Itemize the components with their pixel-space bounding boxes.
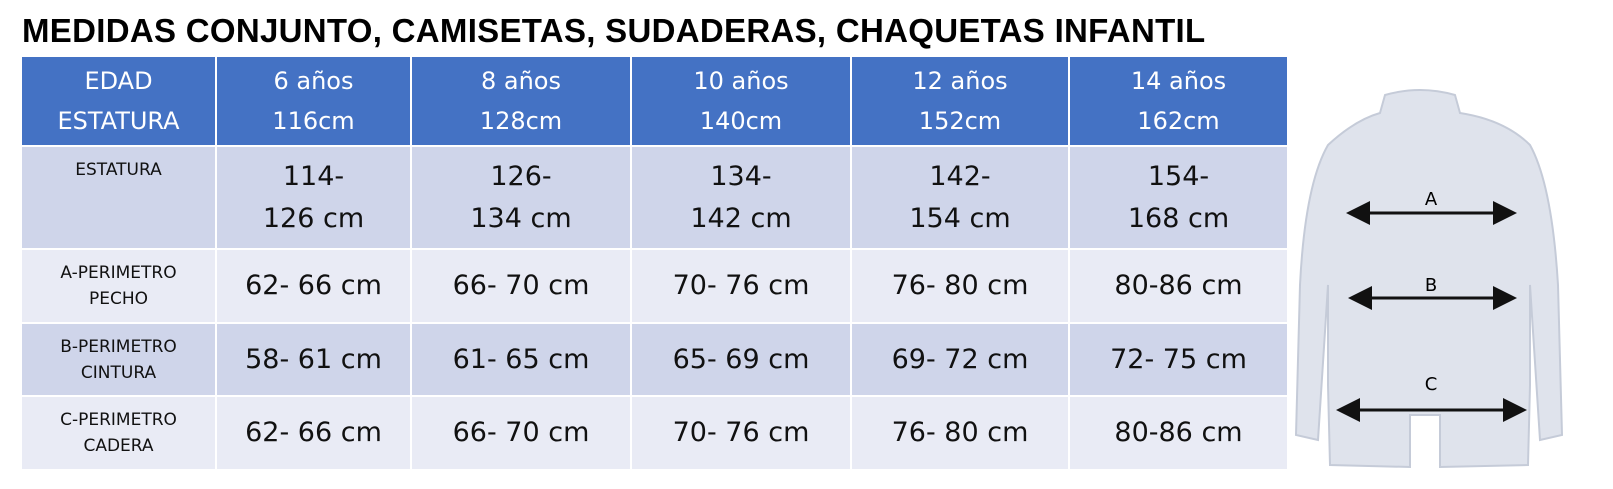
table-row: C-PERIMETRO CADERA 62- 66 cm 66- 70 cm 70- 7… — [20, 395, 1289, 471]
cell-text: 70- 76 cm — [672, 417, 810, 448]
cell-text: 66- 70 cm — [452, 417, 590, 448]
table-cell: 65- 69 cm — [630, 322, 852, 397]
cell-text: 128cm — [479, 107, 563, 135]
label-a: A — [1425, 189, 1438, 210]
cell-text: 8 años — [480, 67, 561, 95]
cell-text: 134- — [710, 160, 772, 192]
cell-text: 140cm — [699, 107, 783, 135]
table-cell: 62- 66 cm — [215, 395, 412, 471]
row-label: C-PERIMETRO CADERA — [20, 395, 217, 471]
header-cell: 12 años 152cm — [850, 55, 1070, 147]
cell-text: 134 cm — [470, 202, 572, 234]
cell-text: 14 años — [1130, 67, 1227, 95]
label-c: C — [1425, 374, 1438, 395]
shirt-diagram: A B C — [1294, 89, 1564, 469]
table-cell: 76- 80 cm — [850, 248, 1070, 324]
table-body: ESTATURA 114- 126 cm 126- 134 cm 134- 142 cm 14… — [20, 145, 1289, 471]
cell-text: 114- — [282, 160, 345, 192]
table-row: A-PERIMETRO PECHO 62- 66 cm 66- 70 cm 70- 76… — [20, 248, 1289, 324]
table-row: B-PERIMETRO CINTURA 58- 61 cm 61- 65 cm 65- … — [20, 322, 1289, 397]
cell-text: 12 años — [912, 67, 1008, 95]
cell-text: 62- 66 cm — [245, 270, 382, 301]
cell-text: 126 cm — [262, 202, 365, 234]
header-row: EDAD ESTATURA 6 años 116cm 8 años 128cm 10 año… — [20, 55, 1289, 147]
header-cell: 6 años 116cm — [215, 55, 412, 147]
table-cell: 66- 70 cm — [410, 248, 632, 324]
cell-text: 61- 65 cm — [452, 343, 590, 375]
table-cell: 142- 154 cm — [850, 145, 1070, 250]
cell-text: 162cm — [1137, 107, 1220, 135]
table-cell: 114- 126 cm — [215, 145, 412, 250]
header-cell: 10 años 140cm — [630, 55, 852, 147]
table-cell: 61- 65 cm — [410, 322, 632, 397]
table-cell: 126- 134 cm — [410, 145, 632, 250]
cell-text: 126- — [490, 160, 552, 192]
cell-text: 142 cm — [690, 202, 792, 234]
cell-text: 80-86 cm — [1114, 270, 1243, 301]
cell-text: 69- 72 cm — [891, 343, 1029, 375]
cell-text: B-PERIMETRO — [60, 336, 177, 357]
header-cell: EDAD ESTATURA — [20, 55, 217, 147]
cell-text: 10 años — [693, 67, 789, 95]
table-cell: 58- 61 cm — [215, 322, 412, 397]
cell-text: 66- 70 cm — [452, 270, 590, 301]
table-cell: 154- 168 cm — [1068, 145, 1289, 250]
cell-text: 65- 69 cm — [672, 343, 810, 375]
cell-text: 116cm — [272, 107, 355, 135]
table-cell: 80-86 cm — [1068, 248, 1289, 324]
table-cell: 66- 70 cm — [410, 395, 632, 471]
title: MEDIDAS CONJUNTO, CAMISETAS, SUDADERAS, … — [22, 12, 1206, 49]
row-label: ESTATURA — [20, 145, 217, 250]
size-table: EDAD ESTATURA 6 años 116cm 8 años 128cm 10 año… — [20, 55, 1289, 471]
row-label: A-PERIMETRO PECHO — [20, 248, 217, 324]
cell-text: CADERA — [83, 436, 154, 456]
header-cell: 8 años 128cm — [410, 55, 632, 147]
table-cell: 70- 76 cm — [630, 395, 852, 471]
cell-text: PECHO — [88, 289, 149, 309]
table-cell: 80-86 cm — [1068, 395, 1289, 471]
cell-text: 80-86 cm — [1114, 417, 1243, 448]
table-cell: 72- 75 cm — [1068, 322, 1289, 397]
cell-text: C-PERIMETRO — [60, 410, 177, 430]
cell-text: 154- — [1147, 160, 1210, 192]
cell-text: 154 cm — [909, 202, 1011, 234]
table-header: EDAD ESTATURA 6 años 116cm 8 años 128cm 10 año… — [20, 55, 1289, 147]
cell-text: 58- 61 cm — [245, 343, 382, 375]
row-label: B-PERIMETRO CINTURA — [20, 322, 217, 397]
cell-text: 142- — [929, 160, 991, 192]
cell-text: 72- 75 cm — [1110, 343, 1247, 375]
cell-text: A-PERIMETRO — [60, 263, 177, 283]
shirt-shape — [1294, 89, 1564, 469]
cell-text: 76- 80 cm — [891, 270, 1029, 301]
cell-text: EDAD — [84, 67, 153, 95]
cell-text: CINTURA — [80, 362, 157, 383]
cell-text: ESTATURA — [57, 107, 180, 135]
cell-text: 6 años — [273, 67, 354, 95]
table-cell: 62- 66 cm — [215, 248, 412, 324]
table-row: ESTATURA 114- 126 cm 126- 134 cm 134- 142 cm 14… — [20, 145, 1289, 250]
cell-text: 152cm — [918, 107, 1002, 135]
table-cell: 70- 76 cm — [630, 248, 852, 324]
table-cell: 69- 72 cm — [850, 322, 1070, 397]
table-cell: 76- 80 cm — [850, 395, 1070, 471]
header-cell: 14 años 162cm — [1068, 55, 1289, 147]
label-b: B — [1425, 275, 1437, 296]
cell-text: ESTATURA — [75, 160, 162, 180]
cell-text: 168 cm — [1127, 202, 1230, 234]
cell-text: 76- 80 cm — [891, 417, 1029, 448]
cell-text: 62- 66 cm — [245, 417, 382, 448]
cell-text: 70- 76 cm — [672, 270, 810, 301]
table-cell: 134- 142 cm — [630, 145, 852, 250]
